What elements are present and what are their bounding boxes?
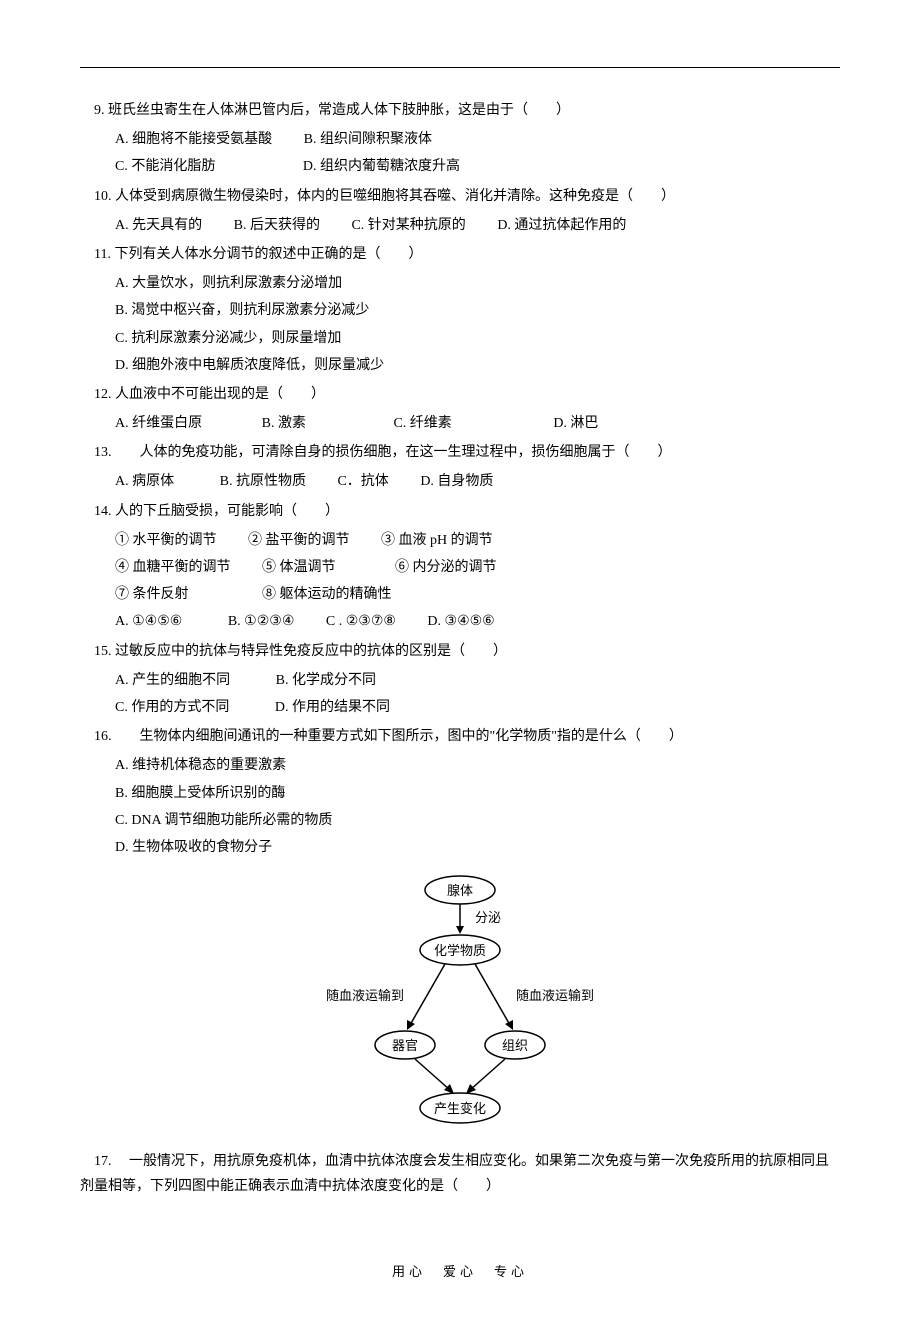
question-16: 16. 生物体内细胞间通讯的一种重要方式如下图所示，图中的"化学物质"指的是什么… xyxy=(80,724,840,749)
arrow-left-head xyxy=(407,1020,415,1030)
q16-optD: D. 生物体吸收的食物分子 xyxy=(115,840,272,855)
q12-optD: D. 淋巴 xyxy=(553,416,598,431)
q16-optC: C. DNA 调节细胞功能所必需的物质 xyxy=(115,813,332,828)
arrow-bl xyxy=(415,1059,450,1090)
q14-sub6: ⑥ 内分泌的调节 xyxy=(395,560,497,575)
arrow-br xyxy=(470,1059,505,1090)
node-organ-text: 器官 xyxy=(392,1038,418,1053)
q9-optB: B. 组织间隙积聚液体 xyxy=(304,132,432,147)
page-footer: 用心 爱心 专心 xyxy=(80,1260,840,1283)
q11-optA-line: A. 大量饮水，则抗利尿激素分泌增加 xyxy=(115,271,840,296)
q10-optA: A. 先天具有的 xyxy=(115,218,202,233)
question-12: 12. 人血液中不可能出现的是（ ） xyxy=(80,382,840,407)
q12-stem: 12. 人血液中不可能出现的是（ ） xyxy=(94,387,325,402)
question-15: 15. 过敏反应中的抗体与特异性免疫反应中的抗体的区别是（ ） xyxy=(80,639,840,664)
q14-subline3: ⑦ 条件反射 ⑧ 躯体运动的精确性 xyxy=(115,582,840,607)
q16-optA-line: A. 维持机体稳态的重要激素 xyxy=(115,753,840,778)
q16-optA: A. 维持机体稳态的重要激素 xyxy=(115,758,286,773)
q15-optD: D. 作用的结果不同 xyxy=(275,700,390,715)
q16-optB: B. 细胞膜上受体所识别的酶 xyxy=(115,786,285,801)
q9-options-line2: C. 不能消化脂肪 D. 组织内葡萄糖浓度升高 xyxy=(115,154,840,179)
right-label: 随血液运输到 xyxy=(516,988,594,1003)
q9-optC: C. 不能消化脂肪 xyxy=(115,159,215,174)
question-13: 13. 人体的免疫功能，可清除自身的损伤细胞，在这一生理过程中，损伤细胞属于（ … xyxy=(80,440,840,465)
q12-options: A. 纤维蛋白原 B. 激素 C. 纤维素 D. 淋巴 xyxy=(115,411,840,436)
q14-sub2: ② 盐平衡的调节 xyxy=(248,533,350,548)
flow-diagram: 腺体 分泌 化学物质 随血液运输到 随血液运输到 器官 组织 产生变化 xyxy=(80,870,840,1139)
q14-subline2: ④ 血糖平衡的调节 ⑤ 体温调节 ⑥ 内分泌的调节 xyxy=(115,555,840,580)
q10-optB: B. 后天获得的 xyxy=(234,218,320,233)
question-11: 11. 下列有关人体水分调节的叙述中正确的是（ ） xyxy=(80,242,840,267)
q11-optD-line: D. 细胞外液中电解质浓度降低，则尿量减少 xyxy=(115,353,840,378)
node-gland-text: 腺体 xyxy=(447,883,473,898)
question-9: 9. 班氏丝虫寄生在人体淋巴管内后，常造成人体下肢肿胀，这是由于（ ） xyxy=(80,98,840,123)
q13-optA: A. 病原体 xyxy=(115,474,174,489)
q14-options: A. ①④⑤⑥ B. ①②③④ C . ②③⑦⑧ D. ③④⑤⑥ xyxy=(115,609,840,634)
q13-optD: D. 自身物质 xyxy=(420,474,493,489)
q15-stem: 15. 过敏反应中的抗体与特异性免疫反应中的抗体的区别是（ ） xyxy=(94,644,507,659)
q14-sub3: ③ 血液 pH 的调节 xyxy=(381,533,493,548)
q11-stem: 11. 下列有关人体水分调节的叙述中正确的是（ ） xyxy=(94,247,422,262)
q10-optD: D. 通过抗体起作用的 xyxy=(497,218,626,233)
q10-stem: 10. 人体受到病原微生物侵染时，体内的巨噬细胞将其吞噬、消化并清除。这种免疫是… xyxy=(94,189,675,204)
node-tissue-text: 组织 xyxy=(502,1038,528,1053)
arrow-left xyxy=(410,964,445,1025)
q11-optC-line: C. 抗利尿激素分泌减少，则尿量增加 xyxy=(115,326,840,351)
q9-optA: A. 细胞将不能接受氨基酸 xyxy=(115,132,272,147)
q11-optB-line: B. 渴觉中枢兴奋，则抗利尿激素分泌减少 xyxy=(115,298,840,323)
question-14: 14. 人的下丘脑受损，可能影响（ ） xyxy=(80,499,840,524)
question-17: 17. 一般情况下，用抗原免疫机体，血清中抗体浓度会发生相应变化。如果第二次免疫… xyxy=(80,1149,840,1199)
q14-sub5: ⑤ 体温调节 xyxy=(262,560,336,575)
q11-optA: A. 大量饮水，则抗利尿激素分泌增加 xyxy=(115,276,342,291)
q11-optC: C. 抗利尿激素分泌减少，则尿量增加 xyxy=(115,331,341,346)
q15-optB: B. 化学成分不同 xyxy=(276,673,376,688)
q16-optC-line: C. DNA 调节细胞功能所必需的物质 xyxy=(115,808,840,833)
q14-subline1: ① 水平衡的调节 ② 盐平衡的调节 ③ 血液 pH 的调节 xyxy=(115,528,840,553)
q12-optA: A. 纤维蛋白原 xyxy=(115,416,202,431)
diagram-svg: 腺体 分泌 化学物质 随血液运输到 随血液运输到 器官 组织 产生变化 xyxy=(310,870,610,1130)
q15-optC: C. 作用的方式不同 xyxy=(115,700,229,715)
q16-optD-line: D. 生物体吸收的食物分子 xyxy=(115,835,840,860)
q10-options: A. 先天具有的 B. 后天获得的 C. 针对某种抗原的 D. 通过抗体起作用的 xyxy=(115,213,840,238)
q17-stem: 17. 一般情况下，用抗原免疫机体，血清中抗体浓度会发生相应变化。如果第二次免疫… xyxy=(80,1154,829,1194)
q12-optB: B. 激素 xyxy=(262,416,306,431)
q14-optA: A. ①④⑤⑥ xyxy=(115,614,182,629)
q16-stem: 16. 生物体内细胞间通讯的一种重要方式如下图所示，图中的"化学物质"指的是什么… xyxy=(94,729,683,744)
left-label: 随血液运输到 xyxy=(326,988,404,1003)
q9-optD: D. 组织内葡萄糖浓度升高 xyxy=(303,159,460,174)
arrow-1-label: 分泌 xyxy=(475,910,501,925)
q14-optB: B. ①②③④ xyxy=(228,614,295,629)
q12-optC: C. 纤维素 xyxy=(393,416,451,431)
q15-options-line2: C. 作用的方式不同 D. 作用的结果不同 xyxy=(115,695,840,720)
q10-optC: C. 针对某种抗原的 xyxy=(351,218,465,233)
q11-optB: B. 渴觉中枢兴奋，则抗利尿激素分泌减少 xyxy=(115,303,369,318)
node-change-text: 产生变化 xyxy=(434,1101,486,1116)
q9-stem: 9. 班氏丝虫寄生在人体淋巴管内后，常造成人体下肢肿胀，这是由于（ ） xyxy=(94,103,570,118)
q16-optB-line: B. 细胞膜上受体所识别的酶 xyxy=(115,781,840,806)
q9-options-line1: A. 细胞将不能接受氨基酸 B. 组织间隙积聚液体 xyxy=(115,127,840,152)
q13-options: A. 病原体 B. 抗原性物质 C．抗体 D. 自身物质 xyxy=(115,469,840,494)
arrow-right-head xyxy=(505,1020,513,1030)
q14-sub7: ⑦ 条件反射 xyxy=(115,587,189,602)
top-divider xyxy=(80,67,840,68)
arrow-1-head xyxy=(456,926,464,934)
q14-optD: D. ③④⑤⑥ xyxy=(427,614,494,629)
q13-stem: 13. 人体的免疫功能，可清除自身的损伤细胞，在这一生理过程中，损伤细胞属于（ … xyxy=(94,445,672,460)
q15-optA: A. 产生的细胞不同 xyxy=(115,673,230,688)
node-chemical-text: 化学物质 xyxy=(434,943,486,958)
q11-optD: D. 细胞外液中电解质浓度降低，则尿量减少 xyxy=(115,358,384,373)
question-10: 10. 人体受到病原微生物侵染时，体内的巨噬细胞将其吞噬、消化并清除。这种免疫是… xyxy=(80,184,840,209)
q14-sub1: ① 水平衡的调节 xyxy=(115,533,217,548)
q13-optC: C．抗体 xyxy=(337,474,388,489)
q13-optB: B. 抗原性物质 xyxy=(220,474,306,489)
arrow-right xyxy=(475,964,510,1025)
q14-sub8: ⑧ 躯体运动的精确性 xyxy=(262,587,392,602)
q15-options-line1: A. 产生的细胞不同 B. 化学成分不同 xyxy=(115,668,840,693)
q14-optC: C . ②③⑦⑧ xyxy=(326,614,396,629)
q14-stem: 14. 人的下丘脑受损，可能影响（ ） xyxy=(94,504,339,519)
q14-sub4: ④ 血糖平衡的调节 xyxy=(115,560,231,575)
